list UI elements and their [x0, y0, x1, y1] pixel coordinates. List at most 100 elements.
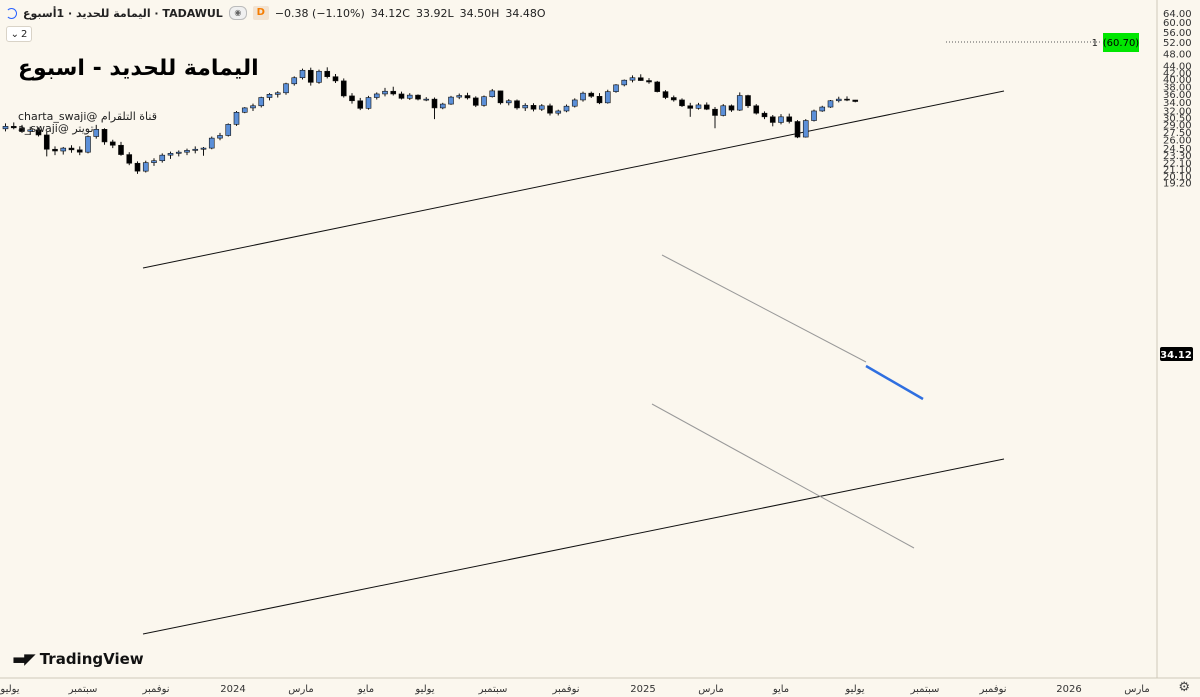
price-tick-label: 56.00 — [1163, 28, 1192, 39]
time-tick-label: 2024 — [220, 684, 245, 695]
price-tick-label: 29.00 — [1163, 120, 1192, 131]
price-tick-label: 19.20 — [1163, 178, 1192, 189]
candle-body — [695, 104, 702, 109]
candle-body — [258, 97, 265, 107]
candle-body — [522, 105, 529, 109]
candle-body — [332, 76, 339, 82]
price-tick-label: 32.00 — [1163, 107, 1192, 118]
candle-body — [365, 97, 372, 109]
time-tick-label: مارس — [698, 684, 723, 695]
candle-body — [786, 116, 793, 122]
candle-body — [712, 108, 718, 116]
time-tick-label: مايو — [772, 684, 789, 695]
candle-body — [613, 84, 619, 92]
change-value: −0.38 (−1.10%) — [274, 6, 365, 20]
price-tick-label: 44.00 — [1163, 62, 1192, 73]
low-value: 33.92L — [415, 6, 454, 20]
symbol-logo-icon — [6, 7, 17, 19]
time-tick-label: سبتمبر — [910, 684, 940, 695]
candle-body — [769, 116, 776, 123]
target-price-label: 1 (60.70) — [1092, 33, 1140, 52]
candle-body — [357, 100, 364, 109]
candle-body — [761, 112, 768, 118]
candle-body — [637, 77, 644, 81]
candle-body — [283, 83, 289, 94]
candle-body — [745, 95, 751, 107]
target-tag-bg — [1103, 33, 1139, 52]
candle-body — [431, 98, 438, 109]
chart-title: اليمامة للحديد - اسبوع — [18, 56, 259, 81]
time-axis: يوليو سبتمبر نوفمبر 2024 مارس مايو يوليو سبتمبر… — [0, 684, 1150, 695]
candle-body — [670, 97, 677, 101]
time-tick-label: سبتمبر — [68, 684, 98, 695]
candle-body — [621, 79, 628, 86]
candle-body — [68, 147, 75, 151]
candle-body — [852, 99, 859, 102]
current-price-tag-bg — [1160, 347, 1193, 361]
telegram-handle: charta_swaji@ قناة التلقرام — [18, 110, 157, 123]
candle-body — [167, 153, 174, 156]
candle-body — [571, 99, 578, 107]
indicators-toggle[interactable]: ⌄ 2 — [6, 26, 32, 42]
time-tick-label: 2025 — [630, 684, 655, 695]
price-tick-label: 38.00 — [1163, 82, 1192, 93]
candle-body — [382, 90, 388, 95]
eye-icon[interactable]: ◉ — [228, 6, 247, 20]
twitter-handle: a_swaji@ تويتر — [18, 122, 94, 135]
candle-body — [241, 107, 248, 113]
time-tick-label: سبتمبر — [478, 684, 508, 695]
interval-badge[interactable]: D — [252, 6, 269, 20]
candle-body — [753, 105, 760, 114]
candle-body — [134, 162, 141, 172]
candle-body — [662, 91, 669, 98]
logo-text: TradingView — [39, 650, 144, 668]
candle-body — [118, 144, 124, 155]
candle-body — [390, 90, 397, 95]
candle-body — [208, 137, 215, 149]
candle-body — [563, 105, 570, 112]
price-tick-label: 40.00 — [1163, 75, 1192, 86]
open-value: 34.48O — [505, 6, 546, 20]
candle-body — [538, 105, 545, 110]
candle-body — [2, 126, 9, 130]
indicator-count: 2 — [21, 28, 28, 40]
candle-body — [225, 124, 232, 136]
candle-body — [307, 69, 314, 83]
candle-body — [703, 104, 710, 110]
gear-icon[interactable]: ⚙ — [1178, 680, 1190, 695]
candle-body — [266, 94, 273, 98]
trendlines — [142, 41, 1102, 635]
candle-body — [19, 127, 25, 132]
candle-body — [811, 110, 817, 121]
price-tick-label: 22.10 — [1163, 159, 1192, 170]
candle-body — [340, 80, 347, 97]
candle-body — [448, 96, 454, 105]
tradingview-logo-icon: ▬◤ — [12, 650, 36, 668]
candle-body — [687, 105, 694, 109]
candle-body — [802, 120, 809, 138]
price-tick-label: 21.10 — [1163, 165, 1192, 176]
time-tick-label: نوفمبر — [978, 684, 1006, 695]
legend-header: اليمامة للحديد · 1أسبوع · TADAWUL ◉ D −0… — [6, 4, 546, 22]
price-tick-label: 52.00 — [1163, 38, 1192, 49]
price-tick-label: 42.00 — [1163, 68, 1192, 79]
candle-body — [299, 69, 306, 79]
price-tick-label: 30.50 — [1163, 113, 1192, 124]
candle-body — [406, 94, 413, 99]
candle-body — [233, 111, 240, 125]
candle-body — [291, 77, 298, 85]
symbol-title[interactable]: اليمامة للحديد · 1أسبوع · TADAWUL — [23, 6, 223, 20]
tradingview-logo[interactable]: ▬◤ TradingView — [12, 650, 144, 668]
target-price-value: (60.70) — [1103, 38, 1140, 49]
candle-body — [126, 154, 133, 164]
candle-body — [85, 136, 91, 153]
price-tick-label: 23.30 — [1163, 151, 1192, 162]
candle-body — [184, 150, 190, 153]
candle-body — [324, 70, 331, 77]
descending-lower-line — [651, 403, 915, 549]
candle-body — [52, 148, 58, 152]
candle-body — [373, 93, 380, 98]
